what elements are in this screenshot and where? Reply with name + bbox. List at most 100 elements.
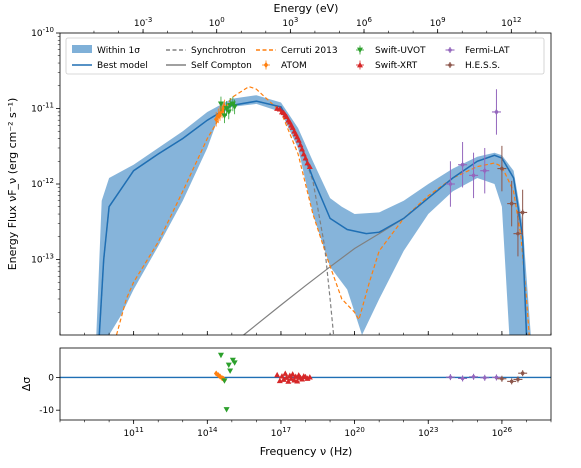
legend-swatch	[357, 47, 363, 53]
legend-label: Best model	[97, 61, 148, 71]
residual-swift-uvot-0	[217, 352, 224, 359]
residual-swift-xrt-9	[289, 371, 296, 377]
legend-item-swift-xrt: Swift-XRT	[356, 60, 418, 71]
legend-swatch	[263, 62, 269, 68]
main-panel: 10-13 10-12 10-11 10-10 10-3 100 103 106 109 101…	[6, 2, 552, 336]
legend-item-within-1: Within 1σ	[72, 45, 140, 56]
residual-swift-uvot-2	[223, 407, 230, 413]
point-swift-xrt-17	[302, 155, 309, 161]
residual-points	[213, 352, 528, 413]
residual-swift-xrt-19	[306, 374, 313, 380]
legend-item-fermi-lat: Fermi-LAT	[445, 46, 510, 56]
one-sigma-band	[96, 95, 531, 335]
residual-swift-xrt-5	[283, 374, 290, 380]
legend-label: Fermi-LAT	[465, 46, 510, 56]
legend-label: Self Compton	[191, 61, 252, 71]
legend-item-best-model: Best model	[72, 61, 148, 71]
residual-fermi-lat-0	[445, 374, 455, 381]
point-h-e-s-s-2	[513, 230, 523, 237]
model-lines	[98, 85, 530, 335]
legend: Within 1σ Best model Synchrotron Self Compt…	[65, 37, 545, 75]
legend-swatch	[357, 62, 363, 68]
residual-swift-xrt-0	[274, 371, 281, 378]
series-best-model	[98, 100, 528, 335]
residual-fermi-lat-1	[458, 375, 468, 382]
residual-plot-frame	[60, 348, 551, 420]
residual-h-e-s-s-3	[518, 370, 528, 377]
residual-y-axis-title: Δσ	[20, 377, 33, 392]
residual-swift-uvot-6	[231, 360, 238, 366]
point-fermi-lat-1	[458, 161, 468, 168]
point-swift-xrt-18	[304, 159, 311, 166]
legend-label: Synchrotron	[191, 46, 246, 56]
flux-tick-label: 10-11	[31, 102, 54, 115]
point-swift-uvot-1	[221, 113, 228, 119]
freq-tick-label: 1011	[123, 426, 143, 439]
energy-tick-label: 103	[282, 16, 298, 29]
point-swift-uvot-0	[217, 101, 224, 107]
residual-h-e-s-s-2	[513, 376, 523, 383]
point-swift-xrt-14	[297, 141, 304, 148]
main-y-axis-title: Energy Flux νF_ν (erg cm⁻² s⁻¹)	[6, 98, 19, 271]
energy-tick-label: 106	[356, 16, 372, 29]
flux-tick-label: 10-12	[31, 177, 54, 190]
legend-item-cerruti-2013: Cerruti 2013	[256, 46, 338, 56]
residual-tick-label: 0	[48, 373, 54, 383]
legend-swatch	[72, 45, 92, 53]
residual-tick-label: -10	[39, 406, 54, 416]
point-fermi-lat-4	[491, 108, 501, 115]
flux-tick-label: 10-13	[31, 253, 54, 266]
legend-swatch	[445, 47, 455, 53]
point-swift-uvot-6	[231, 104, 238, 110]
legend-label: Swift-XRT	[375, 61, 418, 71]
legend-label: Swift-UVOT	[375, 46, 426, 56]
legend-label: Within 1σ	[97, 46, 140, 56]
point-swift-xrt-16	[300, 150, 307, 157]
legend-item-synchrotron: Synchrotron	[166, 46, 246, 56]
residual-swift-uvot-1	[221, 378, 228, 384]
residual-swift-xrt-4	[282, 370, 289, 376]
residual-swift-xrt-15	[298, 376, 305, 382]
residual-swift-xrt-3	[280, 376, 287, 382]
legend-label: H.E.S.S.	[465, 61, 500, 71]
series-cerruti-2013	[115, 85, 530, 335]
residual-h-e-s-s-1	[507, 378, 517, 385]
residual-fermi-lat-2	[469, 373, 479, 380]
residual-swift-uvot-3	[225, 362, 232, 369]
residual-swift-xrt-8	[288, 375, 295, 381]
legend-item-h-e-s-s: H.E.S.S.	[445, 61, 500, 71]
energy-tick-label: 109	[430, 16, 446, 29]
legend-label: ATOM	[281, 61, 307, 71]
top-energy-ticks: 10-3 100 103 106 109 1012	[93, 16, 537, 33]
legend-label: Cerruti 2013	[281, 46, 338, 56]
freq-tick-label: 1020	[344, 426, 364, 439]
freq-tick-label: 1026	[492, 426, 513, 439]
point-h-e-s-s-0	[497, 165, 507, 172]
legend-swatch	[445, 62, 455, 68]
point-swift-xrt-13	[295, 137, 302, 143]
residual-h-e-s-s-0	[497, 375, 507, 382]
freq-tick-label: 1014	[197, 426, 218, 439]
residual-fermi-lat-4	[491, 374, 501, 381]
point-swift-xrt-19	[306, 163, 313, 170]
point-fermi-lat-3	[480, 167, 490, 174]
residual-swift-xrt-6	[285, 378, 292, 384]
top-axis-title: Energy (eV)	[274, 2, 339, 15]
main-y-ticks: 10-13 10-12 10-11 10-10	[31, 26, 60, 313]
point-atom-0	[213, 116, 219, 123]
residual-swift-uvot-4	[227, 368, 234, 374]
point-h-e-s-s-1	[507, 200, 517, 207]
main-bottom-ticks	[59, 331, 552, 335]
residual-x-ticks: 1011 1014 1017 1020 1023 1026	[59, 420, 552, 439]
flux-tick-label: 10-10	[31, 26, 54, 39]
freq-tick-label: 1017	[271, 426, 291, 439]
legend-item-swift-uvot: Swift-UVOT	[356, 45, 426, 56]
freq-tick-label: 1023	[418, 426, 438, 439]
point-swift-uvot-2	[223, 106, 230, 112]
residual-swift-xrt-12	[294, 378, 301, 384]
energy-tick-label: 1012	[501, 16, 521, 29]
legend-item-self-compton: Self Compton	[166, 61, 252, 71]
residual-panel: 1011 1014 1017 1020 1023 1026 -10 0 Frequency …	[20, 347, 552, 458]
residual-y-ticks: -10 0	[39, 373, 60, 416]
